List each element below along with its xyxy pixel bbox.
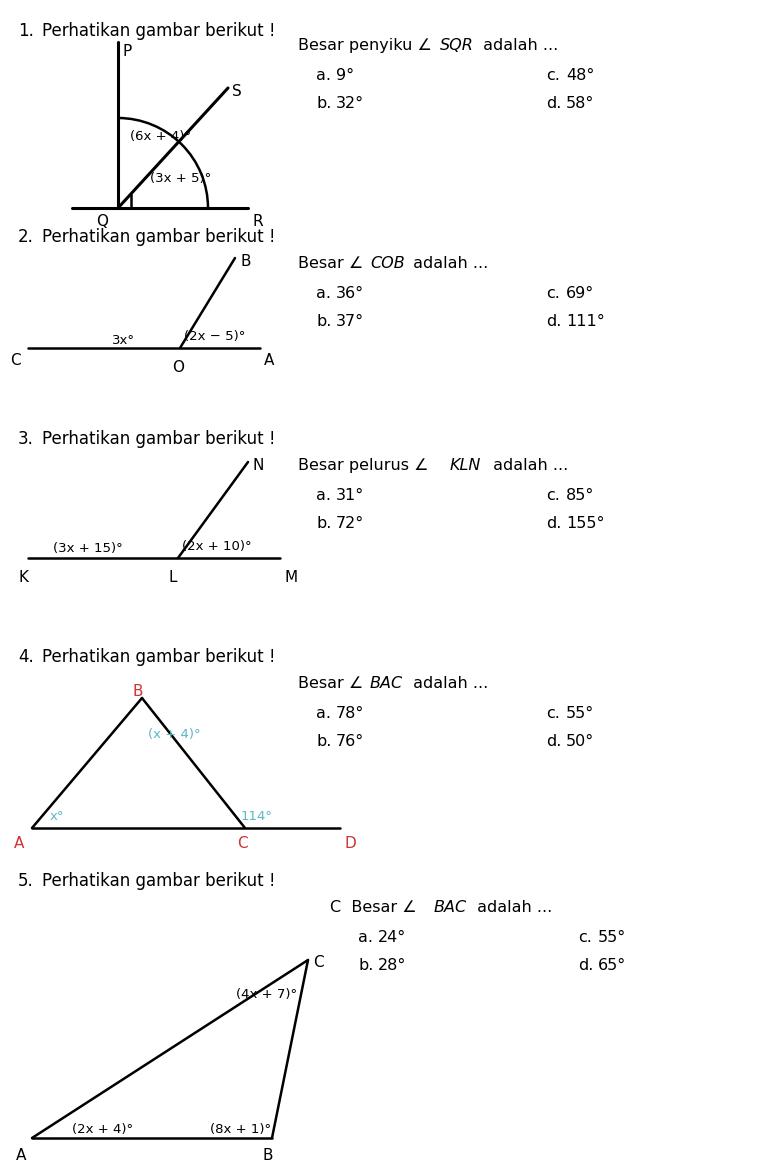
Text: M: M [284,570,297,585]
Text: K: K [18,570,28,585]
Text: 3.: 3. [18,430,34,448]
Text: c.: c. [546,706,560,721]
Text: R: R [252,214,263,229]
Text: b.: b. [316,516,331,531]
Text: adalah ...: adalah ... [488,458,568,473]
Text: b.: b. [316,314,331,329]
Text: (3x + 15)°: (3x + 15)° [53,541,123,556]
Text: 5.: 5. [18,872,34,890]
Text: BAC: BAC [370,676,403,691]
Text: 65°: 65° [598,958,626,973]
Text: (2x − 5)°: (2x − 5)° [184,331,245,343]
Text: c.: c. [546,68,560,83]
Text: (2x + 10)°: (2x + 10)° [182,540,251,553]
Text: adalah ...: adalah ... [408,255,488,271]
Text: KLN: KLN [450,458,481,473]
Text: d.: d. [546,734,561,749]
Text: B: B [132,684,142,699]
Text: 28°: 28° [378,958,406,973]
Text: x°: x° [50,810,65,823]
Text: a.: a. [316,706,331,721]
Text: Perhatikan gambar berikut !: Perhatikan gambar berikut ! [42,872,275,890]
Text: A: A [14,836,25,851]
Text: b.: b. [316,96,331,111]
Text: 32°: 32° [336,96,365,111]
Text: 9°: 9° [336,68,355,83]
Text: 76°: 76° [336,734,365,749]
Text: 24°: 24° [378,931,406,945]
Text: Perhatikan gambar berikut !: Perhatikan gambar berikut ! [42,22,275,40]
Text: COB: COB [370,255,404,271]
Text: 37°: 37° [336,314,365,329]
Text: Perhatikan gambar berikut !: Perhatikan gambar berikut ! [42,229,275,246]
Text: d.: d. [546,516,561,531]
Text: A: A [264,353,275,368]
Text: c.: c. [546,286,560,301]
Text: SQR: SQR [440,38,474,53]
Text: adalah ...: adalah ... [478,38,558,53]
Text: 4.: 4. [18,648,34,666]
Text: a.: a. [358,931,373,945]
Text: Q: Q [96,214,108,229]
Text: 50°: 50° [566,734,594,749]
Text: 48°: 48° [566,68,594,83]
Text: 1.: 1. [18,22,34,40]
Text: 31°: 31° [336,488,365,503]
Text: adalah ...: adalah ... [472,900,552,915]
Text: Besar penyiku ∠: Besar penyiku ∠ [298,38,432,53]
Text: P: P [122,45,131,59]
Text: (6x + 4)°: (6x + 4)° [130,130,191,143]
Text: 155°: 155° [566,516,604,531]
Text: Besar pelurus ∠: Besar pelurus ∠ [298,458,428,473]
Text: a.: a. [316,68,331,83]
Text: 69°: 69° [566,286,594,301]
Text: A: A [16,1149,26,1163]
Text: C: C [237,836,248,851]
Text: b.: b. [358,958,374,973]
Text: Besar ∠: Besar ∠ [298,255,363,271]
Text: (2x + 4)°: (2x + 4)° [72,1123,133,1136]
Text: 72°: 72° [336,516,365,531]
Text: c.: c. [546,488,560,503]
Text: 114°: 114° [241,810,273,823]
Text: 58°: 58° [566,96,594,111]
Text: C  Besar ∠: C Besar ∠ [330,900,417,915]
Text: 111°: 111° [566,314,604,329]
Text: D: D [344,836,356,851]
Text: d.: d. [578,958,594,973]
Text: 55°: 55° [598,931,626,945]
Text: c.: c. [578,931,592,945]
Text: O: O [172,360,184,375]
Text: C: C [10,353,21,368]
Text: adalah ...: adalah ... [408,676,488,691]
Text: (x + 4)°: (x + 4)° [148,728,201,741]
Text: L: L [168,570,177,585]
Text: 78°: 78° [336,706,365,721]
Text: Perhatikan gambar berikut !: Perhatikan gambar berikut ! [42,648,275,666]
Text: (3x + 5)°: (3x + 5)° [150,172,211,185]
Text: (8x + 1)°: (8x + 1)° [210,1123,271,1136]
Text: Besar ∠: Besar ∠ [298,676,363,691]
Text: d.: d. [546,314,561,329]
Text: BAC: BAC [434,900,467,915]
Text: C: C [313,955,324,970]
Text: 2.: 2. [18,229,34,246]
Text: b.: b. [316,734,331,749]
Text: a.: a. [316,286,331,301]
Text: B: B [262,1149,272,1163]
Text: d.: d. [546,96,561,111]
Text: 36°: 36° [336,286,365,301]
Text: a.: a. [316,488,331,503]
Text: 55°: 55° [566,706,594,721]
Text: B: B [240,254,251,270]
Text: S: S [232,84,241,98]
Text: 85°: 85° [566,488,594,503]
Text: (4x + 7)°: (4x + 7)° [236,988,297,1001]
Text: Perhatikan gambar berikut !: Perhatikan gambar berikut ! [42,430,275,448]
Text: 3x°: 3x° [112,334,135,347]
Text: N: N [253,458,265,473]
